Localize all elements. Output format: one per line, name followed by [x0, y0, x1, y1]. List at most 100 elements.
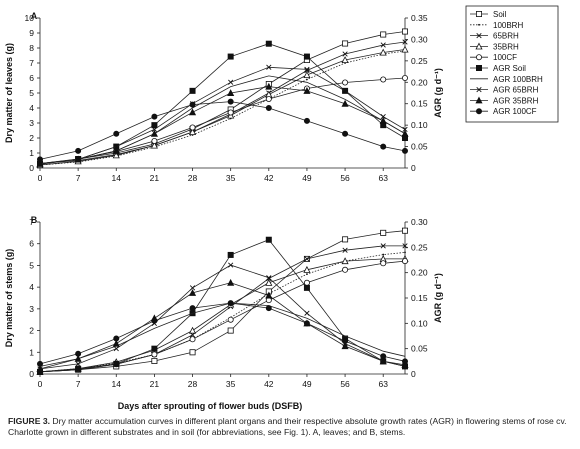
panel-a-x-tick-label: 56 [340, 173, 350, 183]
panel-a-y2-tick-label: 0.35 [411, 13, 428, 23]
panel-b-x-tick-label: 35 [226, 379, 236, 389]
panel-a-series-agr-35brh [36, 82, 409, 167]
panel-b-series-65brh [37, 243, 408, 375]
panel-a-x-tick-label: 49 [302, 173, 312, 183]
panel-b-100cf-point [227, 316, 234, 323]
panel-a-35brh-point [303, 71, 311, 78]
panel-a-agr-soil-point [189, 87, 196, 94]
panel-b-35brh-point [188, 326, 197, 334]
panel-a-100cf-point [401, 75, 408, 82]
panel-b-35brh-point [265, 278, 273, 286]
legend-label: 100BRH [493, 21, 523, 30]
panel-b-agr-35brh-point [401, 361, 409, 368]
panel-b-soil-point [380, 229, 387, 236]
panel-a-x-tick-label: 0 [38, 173, 43, 183]
panel-b-agr-65brh-point [228, 262, 234, 268]
panel-a-y2-tick-label: 0.30 [411, 34, 428, 44]
legend-item: 65BRH [470, 32, 519, 41]
panel-b-y-tick-label: 5 [29, 260, 34, 270]
panel-a-agr-100cf-point [401, 147, 408, 154]
panel-b-agr-100cf-point [189, 305, 196, 312]
legend-label: Soil [493, 10, 507, 19]
panel-a-agr-65brh-point [266, 64, 272, 70]
panel-a-agr-65brh-point [402, 126, 408, 133]
panel-b-agr-100cf-point [75, 350, 82, 357]
panel-a-agr-100cf-line [39, 101, 406, 160]
panel-b-label: B [31, 215, 38, 225]
panel-a-agr-100cf-point [265, 105, 272, 112]
legend-label: 35BRH [493, 42, 519, 51]
panel-b-100brh-line [39, 252, 406, 373]
x-axis-title: Days after sprouting of flower buds (DSF… [118, 401, 303, 411]
panel-a-agr-65brh-point [151, 126, 158, 133]
panel-a-agr-35brh-point [74, 155, 82, 163]
panel-a-y-axis-title: Dry matter of leaves (g) [4, 43, 14, 143]
panel-b-y-tick-label: 1 [29, 347, 34, 357]
panel-b-100brh-point [404, 251, 406, 254]
panel-b-agr-soil-point [151, 345, 158, 352]
panel-a-agr-100cf-point [151, 113, 158, 120]
legend-item: 100BRH [470, 21, 523, 30]
panel-a-x-tick-label: 21 [150, 173, 160, 183]
panel-a-agr-100cf-point [380, 143, 387, 150]
panel-b-100cf-point [303, 279, 310, 286]
panel-a-agr-35brh-point [188, 108, 197, 116]
panel-a-100brh-line [39, 50, 406, 166]
panel-a-agr-100cf-point [113, 130, 120, 137]
panel-a-agr-soil-point [265, 40, 272, 47]
panel-a-series-agr-100cf [37, 98, 408, 163]
panel-b-y2-tick-label: 0.20 [411, 268, 428, 278]
panel-a-y-tick-label: 2 [29, 133, 34, 143]
panel-b-agr-65brh-point [75, 361, 81, 367]
panel-a-35brh-point [188, 128, 197, 135]
panel-a-series-100brh [39, 50, 406, 166]
panel-a-y-tick-label: 6 [29, 73, 34, 83]
panel-a-35brh-point [150, 141, 158, 149]
panel-a-y-tick-label: 4 [29, 103, 34, 113]
panel-b-x-tick-label: 49 [302, 379, 312, 389]
panel-b-x-tick-label: 56 [340, 379, 350, 389]
panel-b-series-100cf [37, 258, 408, 375]
panel-a-agr-soil-point [303, 53, 310, 60]
panel-a-65brh-point [402, 39, 408, 45]
panel-a-y-tick-label: 5 [29, 88, 34, 98]
panel-a-x-tick-label: 42 [264, 173, 274, 183]
panel-b-agr-soil-point [303, 284, 310, 291]
panel-b-y2-tick-label: 0.30 [411, 217, 428, 227]
legend-label: AGR 35BRH [493, 96, 539, 105]
panel-b-y2-tick-label: 0.15 [411, 293, 428, 303]
panel-a-agr-65brh-point [228, 79, 234, 85]
panel-b-35brh-point [303, 265, 311, 273]
panel-a-agr-soil-point [227, 53, 234, 60]
panel-a-35brh-point [401, 45, 409, 53]
panel-a-soil-point [380, 31, 387, 38]
caption-label: FIGURE 3. [8, 416, 51, 426]
legend-marker [475, 108, 482, 115]
panel-b-35brh-point [341, 257, 349, 265]
legend-marker [475, 10, 482, 17]
panel-a-soil-point [342, 40, 349, 47]
panel-a-y-tick-label: 10 [25, 13, 35, 23]
panel-a-35brh-point [379, 48, 387, 56]
legend-marker [475, 42, 483, 50]
panel-b-y-tick-label: 3 [29, 304, 34, 314]
panel-a-label: A [31, 11, 38, 21]
panel-b-agr-100cf-point [37, 360, 44, 367]
panel-a-agr-100brh-line [39, 75, 406, 165]
legend-marker [478, 23, 480, 26]
panel-a-agr-35brh-point [401, 129, 409, 137]
panel-b-agr-100cf-point [151, 317, 158, 324]
panel-a-agr-100cf-point [303, 117, 310, 124]
panel-a-agr-100cf-point [342, 130, 349, 137]
legend-item: AGR 65BRH [470, 86, 539, 95]
legend-label: AGR 100CF [493, 107, 537, 116]
panel-b-35brh-line [39, 258, 405, 373]
panel-b-x-tick-label: 0 [38, 379, 43, 389]
legend-label: 65BRH [493, 32, 519, 41]
panel-b-series-agr-65brh [37, 262, 408, 372]
panel-b-y-tick-label: 4 [29, 282, 34, 292]
panel-b-agr-100cf-line [39, 302, 406, 365]
panel-b-y-tick-label: 2 [29, 326, 34, 336]
panel-b-y2-tick-label: 0.05 [411, 344, 428, 354]
panel-b-agr-65brh-point [266, 275, 272, 281]
